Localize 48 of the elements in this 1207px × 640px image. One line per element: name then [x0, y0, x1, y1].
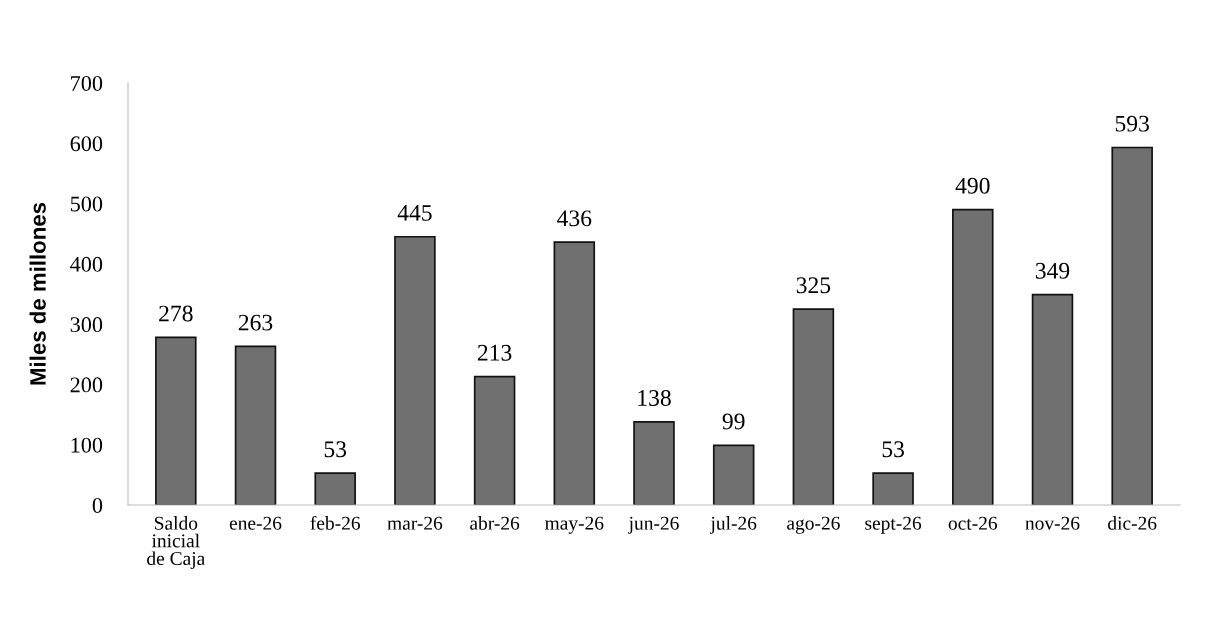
y-tick-label: 500	[70, 196, 103, 212]
x-tick-label: feb-26	[310, 515, 361, 530]
data-label: 349	[1035, 262, 1070, 279]
bar	[394, 235, 436, 505]
x-tick-label: jun-26	[628, 516, 679, 534]
x-tick-label: nov-26	[1025, 516, 1080, 530]
x-tick-label: oct-26	[948, 516, 998, 530]
bar	[314, 472, 356, 505]
y-tick-label: 300	[70, 317, 103, 333]
x-tick-label: sept-26	[865, 516, 922, 534]
y-tick-label: 700	[71, 75, 103, 91]
bar	[952, 208, 994, 505]
data-label: 436	[557, 210, 592, 227]
y-tick-label: 600	[70, 136, 103, 152]
data-label: 138	[638, 389, 671, 406]
data-label: 593	[1115, 115, 1149, 132]
data-label: 213	[477, 344, 512, 361]
data-label: 263	[238, 314, 273, 331]
x-tick-label: abr-26	[470, 516, 520, 530]
bar	[872, 472, 914, 505]
x-tick-label: Saldo inicial de Caja	[147, 516, 205, 570]
bar	[234, 345, 277, 505]
data-label: 445	[397, 205, 432, 221]
y-tick-label: 0	[92, 497, 103, 513]
bar	[553, 241, 596, 505]
data-label: 53	[882, 441, 904, 458]
y-tick-label: 400	[70, 256, 103, 272]
bar	[155, 336, 197, 505]
data-label: 325	[796, 277, 831, 294]
x-tick-label: ago-26	[787, 516, 840, 534]
x-tick-label: may-26	[545, 516, 604, 534]
bar	[633, 420, 675, 505]
y-tick-label: 200	[70, 377, 103, 393]
y-axis-title: Miles de millones	[29, 202, 46, 385]
bar	[792, 308, 835, 505]
bar	[1111, 146, 1153, 505]
x-tick-label: ene-26	[229, 516, 282, 530]
bar	[1031, 293, 1074, 505]
bar	[712, 444, 755, 505]
bar	[473, 375, 516, 505]
data-label: 53	[324, 441, 347, 458]
data-label: 278	[159, 305, 193, 322]
data-label: 490	[955, 177, 990, 194]
x-tick-label: jul-26	[709, 516, 757, 534]
x-tick-label: mar-26	[387, 516, 443, 530]
x-tick-label: dic-26	[1108, 516, 1157, 530]
data-label: 99	[722, 413, 745, 430]
y-tick-label: 100	[71, 437, 103, 453]
